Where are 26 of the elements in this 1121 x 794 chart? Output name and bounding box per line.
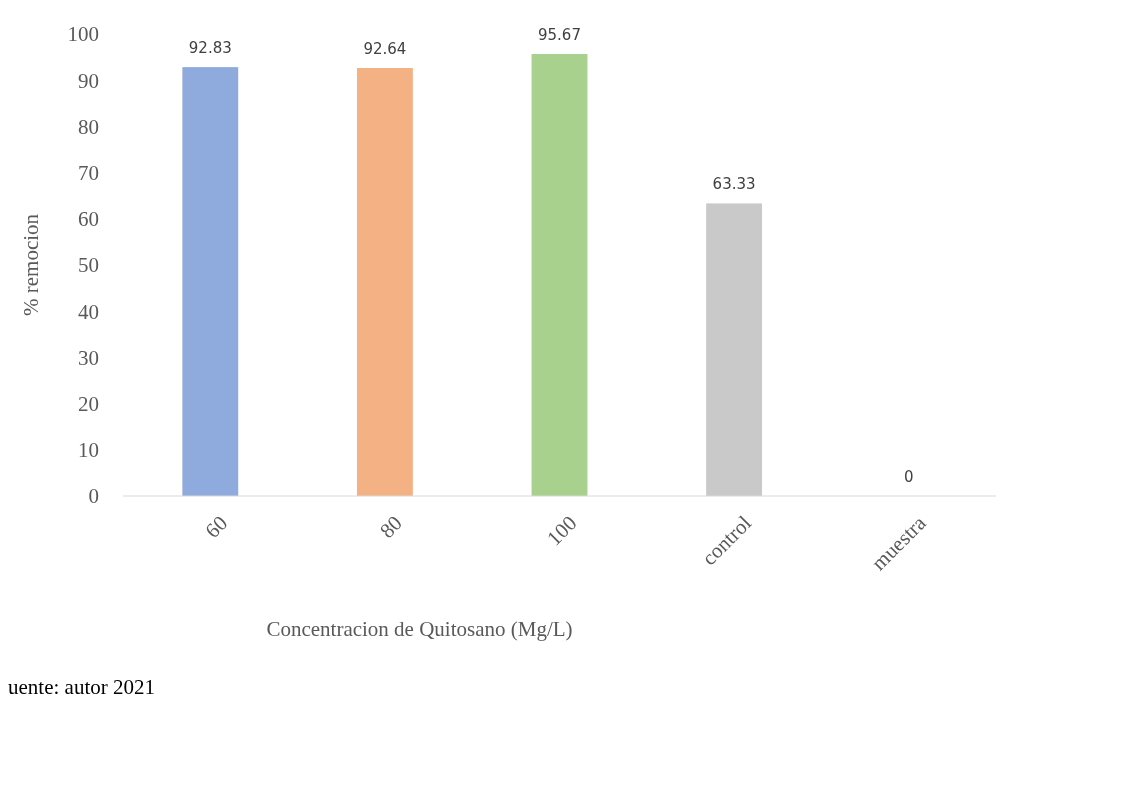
y-tick-label: 100 — [67, 22, 99, 47]
y-tick-label: 90 — [78, 68, 99, 93]
y-tick-label: 40 — [78, 299, 99, 324]
data-label: 95.67 — [538, 26, 581, 44]
y-tick-label: 30 — [78, 345, 99, 370]
bar — [182, 67, 239, 496]
text: uente: autor 2021 — [8, 675, 155, 699]
y-tick-label: 80 — [78, 114, 99, 139]
y-tick-label: 20 — [78, 391, 99, 416]
y-tick-label: 0 — [88, 484, 99, 509]
x-tick-label: 80 — [375, 510, 407, 543]
bar — [706, 203, 763, 496]
y-tick-label: 10 — [78, 438, 99, 463]
x-axis-title: Concentracion de Quitosano (Mg/L) — [266, 617, 573, 641]
bar — [531, 54, 588, 496]
y-tick-label: 70 — [78, 160, 99, 185]
y-axis-title: % remocion — [19, 213, 43, 317]
y-tick-label: 50 — [78, 253, 99, 278]
data-label: 63.33 — [712, 175, 756, 194]
x-tick-label: 100 — [542, 510, 582, 551]
x-tick-label: 60 — [200, 510, 233, 543]
data-label: 92.83 — [188, 39, 232, 58]
data-label: 92.64 — [363, 40, 407, 58]
y-tick-label: 60 — [78, 207, 99, 232]
data-label: 0 — [903, 468, 914, 486]
bar — [356, 68, 413, 496]
